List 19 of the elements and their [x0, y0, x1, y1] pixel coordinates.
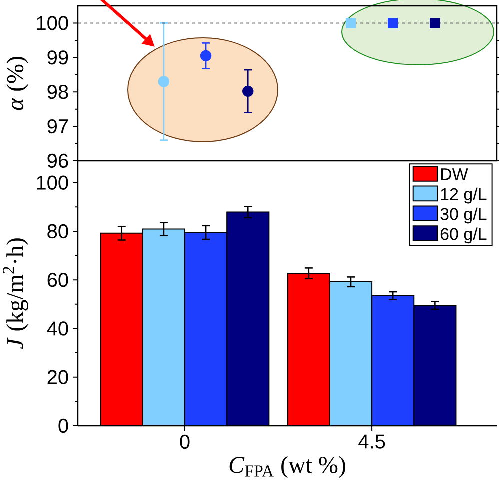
- x-tick-label: 4.5: [358, 434, 386, 449]
- y-tick-label: 97: [48, 119, 68, 134]
- y-tick-label: 98: [48, 85, 68, 100]
- y-tick-label: 100: [37, 176, 68, 190]
- y-tick-label: 0: [58, 418, 68, 434]
- y-axis-title: α (%): [6, 57, 28, 110]
- y-axis-title: J (kg/m$^{2}$·h): [3, 238, 28, 350]
- legend-label: 30 g/L: [440, 208, 487, 224]
- y-tick-label: 96: [48, 154, 68, 168]
- y-tick-label: 80: [48, 224, 68, 239]
- y-tick-label: 100: [37, 16, 68, 30]
- y-tick-label: 40: [47, 322, 68, 336]
- y-tick-label: 99: [48, 50, 68, 65]
- legend-label: 12 g/L: [441, 188, 487, 204]
- legend-label: DW: [441, 168, 468, 180]
- y-tick-label: 20: [48, 370, 68, 384]
- legend-label: 60 g/L: [440, 228, 487, 244]
- y-tick-label: 60: [48, 273, 68, 288]
- x-axis-title: C$_{FPA}$ (wt %): [230, 456, 346, 478]
